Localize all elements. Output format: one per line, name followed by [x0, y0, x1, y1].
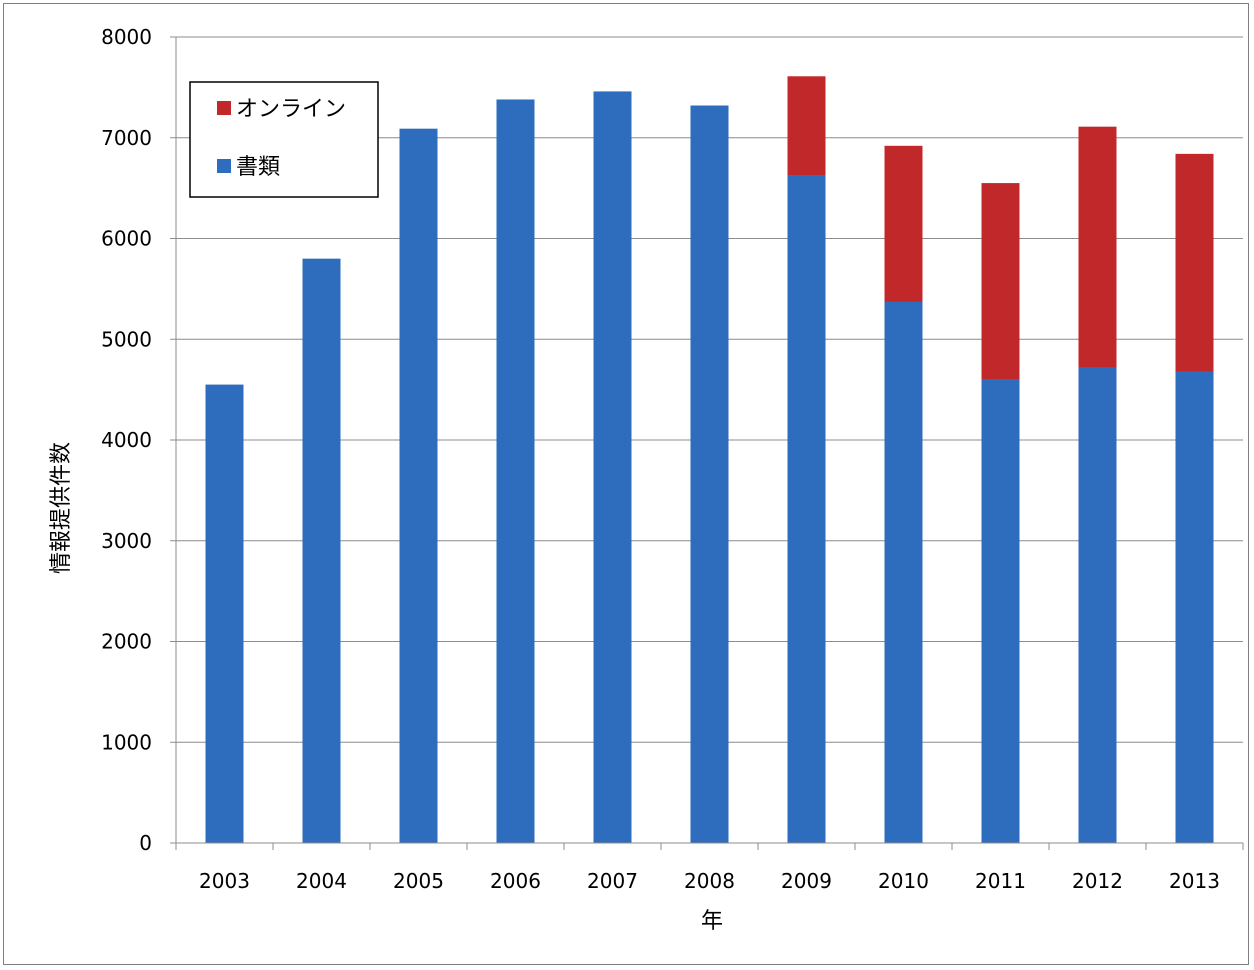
- bar-online-2009: [787, 76, 826, 176]
- y-tick-label: 6000: [101, 227, 152, 251]
- y-tick-label: 3000: [101, 529, 152, 553]
- x-tick-label: 2003: [199, 869, 250, 893]
- bars: [205, 76, 1214, 844]
- y-tick-labels: 0 1000 2000 3000 4000 5000 6000 7000 8000: [101, 25, 176, 855]
- x-tick-label: 2007: [587, 869, 638, 893]
- y-tick-label: 2000: [101, 630, 152, 654]
- x-tick-label: 2012: [1072, 869, 1123, 893]
- y-tick-label: 7000: [101, 126, 152, 150]
- bar-documents-2003: [205, 384, 244, 843]
- x-tick-label: 2009: [781, 869, 832, 893]
- x-axis-title: 年: [701, 909, 723, 934]
- bar-documents-2005: [399, 128, 438, 843]
- bar-documents-2012: [1078, 367, 1117, 843]
- x-tick-label: 2006: [490, 869, 541, 893]
- y-axis-title: 情報提供件数: [49, 442, 74, 574]
- bar-documents-2009: [787, 175, 826, 844]
- y-tick-label: 4000: [101, 428, 152, 452]
- bar-documents-2010: [884, 301, 923, 843]
- legend-swatch-online: [217, 101, 231, 115]
- bar-documents-2011: [981, 379, 1020, 843]
- bar-documents-2004: [302, 258, 341, 843]
- x-tick-label: 2013: [1169, 869, 1220, 893]
- x-tick-label: 2011: [975, 869, 1026, 893]
- bar-documents-2006: [496, 99, 535, 844]
- bar-online-2010: [884, 145, 923, 302]
- x-tick-label: 2008: [684, 869, 735, 893]
- y-tick-label: 8000: [101, 25, 152, 49]
- y-tick-label: 0: [139, 831, 152, 855]
- bar-online-2011: [981, 183, 1020, 380]
- legend-swatch-documents: [217, 159, 231, 173]
- legend-label-online: オンライン: [236, 97, 346, 122]
- bar-documents-2007: [593, 91, 632, 843]
- legend: オンライン 書類: [189, 81, 379, 198]
- bar-online-2012: [1078, 126, 1117, 368]
- x-tick-label: 2005: [393, 869, 444, 893]
- x-tick-label: 2004: [296, 869, 347, 893]
- bar-documents-2008: [690, 105, 729, 843]
- y-tick-label: 5000: [101, 327, 152, 351]
- bar-documents-2013: [1175, 371, 1214, 843]
- y-tick-label: 1000: [101, 730, 152, 754]
- x-tick-label: 2010: [878, 869, 929, 893]
- x-tick-labels: 2003 2004 2005 2006 2007 2008 2009 2010 2011 2012…: [199, 869, 1220, 893]
- bar-online-2013: [1175, 153, 1214, 372]
- legend-label-documents: 書類: [236, 155, 280, 180]
